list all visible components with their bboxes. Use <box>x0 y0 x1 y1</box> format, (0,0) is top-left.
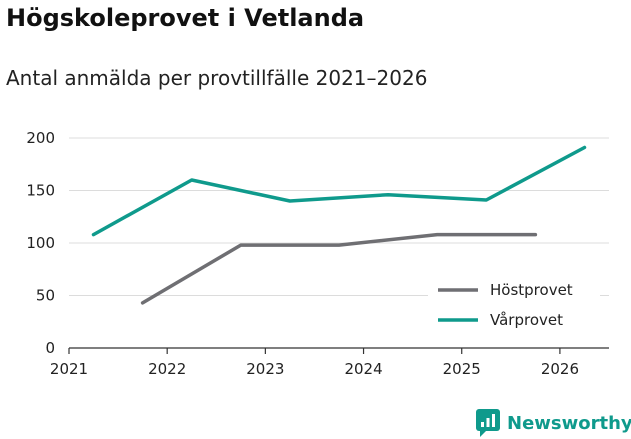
series-line-höstprovet <box>140 232 538 305</box>
x-tick-label: 2021 <box>50 360 88 378</box>
legend-label: Höstprovet <box>490 281 573 299</box>
x-tick-label: 2025 <box>443 360 481 378</box>
x-tick-label: 2026 <box>541 360 579 378</box>
newsworthy-logo-icon <box>476 409 500 437</box>
legend-background <box>428 274 600 338</box>
grid-lines <box>69 137 609 296</box>
newsworthy-logo: Newsworthy <box>476 408 631 438</box>
y-tick-label: 50 <box>36 287 55 305</box>
chart-subtitle: Antal anmälda per provtillfälle 2021–202… <box>6 66 428 90</box>
series-lines <box>91 145 587 305</box>
series-line-vårprovet <box>91 145 587 237</box>
newsworthy-logo-text: Newsworthy <box>507 412 631 434</box>
y-tick-label: 100 <box>26 234 55 252</box>
legend-label: Vårprovet <box>490 311 563 329</box>
chart-title: Högskoleprovet i Vetlanda <box>6 4 365 32</box>
axes: 0 50 100 150 200 2021 2022 2023 2024 2025 2026 <box>26 129 609 378</box>
y-tick-label: 200 <box>26 129 55 147</box>
x-tick-label: 2024 <box>344 360 382 378</box>
legend: Höstprovet Vårprovet <box>428 274 600 338</box>
y-tick-label: 150 <box>26 182 55 200</box>
x-tick-label: 2022 <box>148 360 186 378</box>
y-tick-label: 0 <box>45 339 55 357</box>
x-tick-label: 2023 <box>246 360 284 378</box>
